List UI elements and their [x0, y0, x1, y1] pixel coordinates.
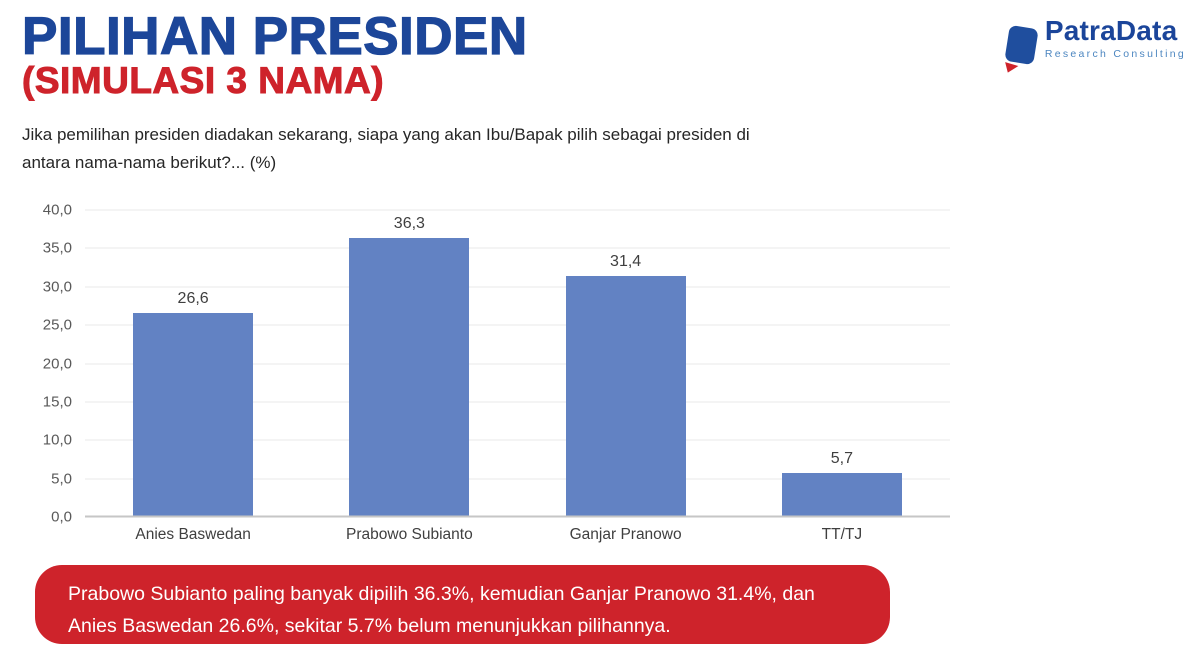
category-label: TT/TJ: [821, 526, 863, 543]
summary-line-1: Prabowo Subianto paling banyak dipilih 3…: [68, 583, 815, 605]
bars-row: 26,6 36,3 31,4 5,7: [85, 210, 950, 517]
y-tick-label: 40,0: [42, 201, 72, 219]
page-subtitle: (SIMULASI 3 NAMA): [21, 60, 385, 102]
gridline: [85, 286, 950, 288]
y-tick-label: 25,0: [42, 316, 72, 334]
y-tick-label: 35,0: [42, 239, 72, 257]
logo-name: PatraData: [1044, 15, 1178, 46]
logo-tagline: Research Consulting: [1044, 47, 1186, 60]
y-tick-label: 15,0: [42, 393, 72, 411]
bar: [565, 276, 686, 517]
bar-value-label: 5,7: [830, 450, 853, 468]
bar-value-label: 36,3: [393, 215, 425, 233]
gridline: [85, 439, 950, 441]
category-label: Ganjar Pranowo: [569, 526, 682, 543]
gridline: [85, 324, 950, 326]
survey-question-text: Jika pemilihan presiden diadakan sekaran…: [22, 125, 750, 172]
page-title: PILIHAN PRESIDEN: [21, 6, 528, 66]
x-axis-baseline: [85, 515, 950, 518]
bar: [781, 473, 902, 517]
bar-value-label: 26,6: [177, 289, 209, 307]
gridline: [85, 478, 950, 480]
summary-banner: Prabowo Subianto paling banyak dipilih 3…: [35, 565, 890, 644]
bar-value-label: 31,4: [610, 253, 642, 271]
logo-flag-icon: [1004, 25, 1038, 73]
gridline: [85, 247, 950, 249]
bar-slot: 5,7: [734, 210, 950, 517]
y-tick-label: 10,0: [42, 431, 72, 449]
y-tick-label: 0,0: [51, 508, 72, 526]
bar-chart: 0,0 5,0 10,0 15,0 20,0 25,0 30,0 35,0 40,0 26,6 3…: [0, 202, 955, 545]
y-tick-label: 5,0: [51, 470, 72, 488]
patradata-logo: PatraData Research Consulting: [999, 15, 1186, 78]
bar-slot: 31,4: [518, 210, 734, 517]
gridline: [85, 363, 950, 364]
category-label: Prabowo Subianto: [346, 526, 473, 543]
category-labels: Anies Baswedan Prabowo Subianto Ganjar Pra…: [85, 517, 950, 544]
bar-slot: 36,3: [301, 210, 517, 517]
bar: [349, 238, 470, 517]
y-tick-label: 30,0: [42, 278, 72, 296]
summary-line-2: Anies Baswedan 26.6%, sekitar 5.7% belum…: [68, 615, 671, 638]
bar-slot: 26,6: [85, 210, 301, 517]
y-tick-label: 20,0: [42, 355, 72, 372]
bar: [133, 312, 254, 517]
gridline: [85, 401, 950, 403]
plot-area: 0,0 5,0 10,0 15,0 20,0 25,0 30,0 35,0 40,0 26,6 3…: [43, 202, 950, 543]
gridline: [85, 209, 950, 211]
category-label: Anies Baswedan: [135, 526, 251, 543]
